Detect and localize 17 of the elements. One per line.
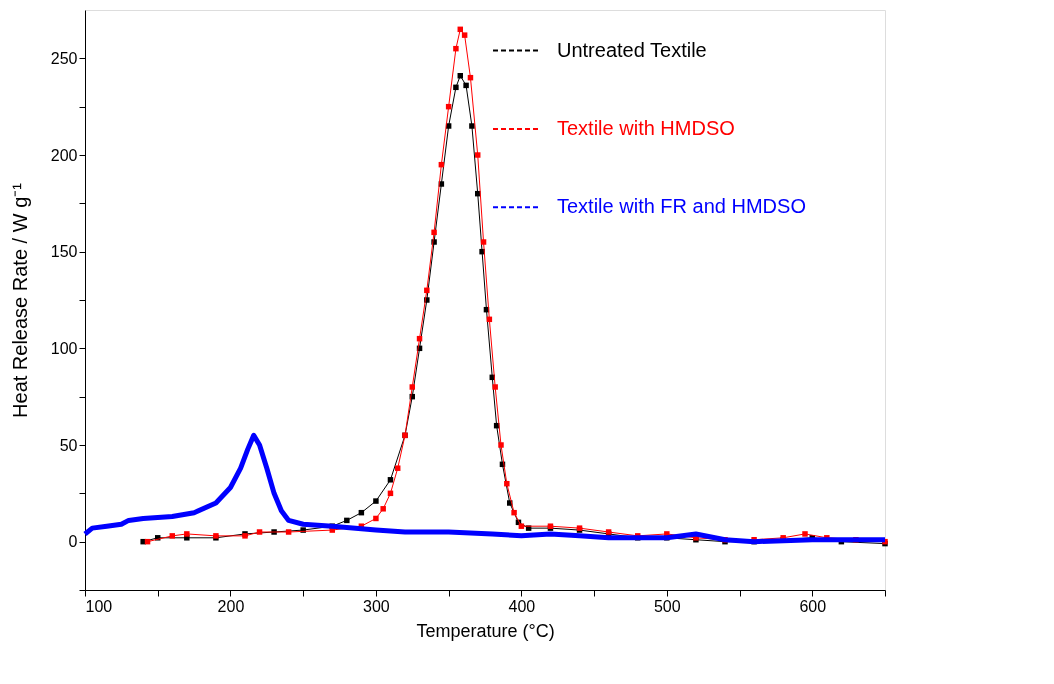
y-tick-label: 150 bbox=[50, 243, 78, 261]
legend-label: Textile with FR and HMDSO bbox=[557, 195, 806, 218]
y-tick-label: 250 bbox=[50, 49, 78, 67]
x-tick-label: 200 bbox=[217, 597, 245, 615]
x-axis-title: Temperature (°C) bbox=[416, 620, 555, 641]
y-tick-label: 0 bbox=[68, 533, 78, 551]
y-axis-title: Heat Release Rate / W g⁻¹ bbox=[8, 182, 31, 418]
x-tick-label: 400 bbox=[508, 597, 536, 615]
x-tick-label: 500 bbox=[653, 597, 681, 615]
y-tick-label: 50 bbox=[59, 436, 78, 454]
x-tick-label: 300 bbox=[363, 597, 390, 615]
x-tick-label: 100 bbox=[85, 597, 113, 615]
y-tick-label: 200 bbox=[50, 146, 78, 164]
legend-label: Untreated Textile bbox=[557, 38, 707, 61]
legend-label: Textile with HMDSO bbox=[557, 116, 735, 139]
x-tick-label: 600 bbox=[799, 597, 827, 615]
y-tick-label: 100 bbox=[50, 339, 78, 357]
